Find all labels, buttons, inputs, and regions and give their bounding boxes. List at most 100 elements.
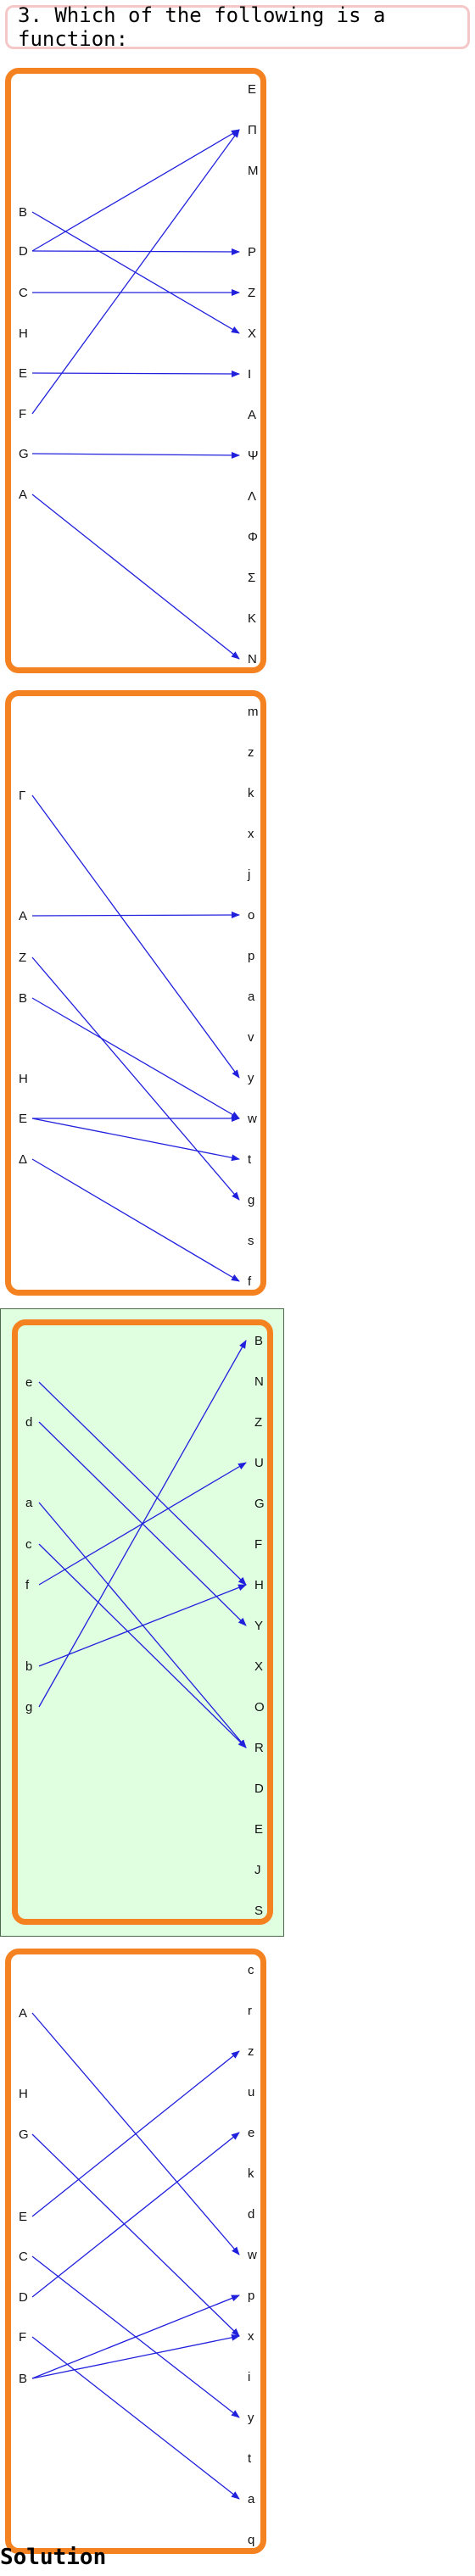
codomain-label: a — [248, 2492, 255, 2506]
codomain-label: O — [254, 1700, 265, 1715]
codomain-label: i — [248, 2370, 250, 2384]
mapping-arrow — [31, 2336, 240, 2500]
codomain-label: d — [248, 2207, 254, 2222]
codomain-label: t — [248, 2451, 252, 2466]
domain-label: E — [19, 2210, 27, 2224]
codomain-label: S — [254, 1904, 263, 1918]
domain-label: b — [25, 1659, 32, 1674]
codomain-label: e — [248, 2126, 254, 2140]
codomain-label: Ψ — [248, 449, 259, 463]
mapping-arrow — [31, 2294, 240, 2379]
question-text: 3. Which of the following is a function: — [18, 3, 386, 51]
codomain-label: t — [248, 1152, 252, 1167]
domain-label: C — [19, 286, 28, 300]
domain-label: d — [25, 1415, 32, 1430]
domain-label: g — [25, 1700, 32, 1715]
option-a-diagram: B D C H E F G A E Π M P Z X I A Ψ Λ Φ Σ K N — [19, 82, 259, 666]
codomain-label: k — [248, 2166, 254, 2181]
domain-label: H — [19, 326, 28, 341]
codomain-label: f — [248, 1274, 252, 1289]
codomain-label: s — [248, 1234, 254, 1248]
codomain-label: R — [254, 1741, 264, 1755]
domain-label: f — [25, 1578, 30, 1592]
domain-label: A — [19, 909, 27, 923]
domain-label: A — [19, 2006, 27, 2021]
domain-label: F — [19, 407, 26, 421]
domain-label: E — [19, 1112, 27, 1126]
mapping-arrow — [31, 2132, 240, 2298]
domain-label: B — [19, 2372, 27, 2386]
mapping-arrow — [31, 795, 240, 1079]
mapping-arrow — [31, 248, 240, 255]
codomain-label: N — [254, 1374, 264, 1389]
option-d-frame[interactable] — [5, 1949, 266, 2554]
codomain-label: U — [254, 1456, 264, 1470]
domain-label: G — [19, 2127, 29, 2142]
domain-label: A — [19, 488, 27, 502]
codomain-label: x — [248, 827, 254, 841]
codomain-label: D — [254, 1781, 264, 1796]
domain-label: H — [19, 1072, 28, 1086]
codomain-label: N — [248, 652, 257, 666]
domain-label: D — [19, 244, 28, 259]
option-c-diagram: e d a c f b g B N Z U G F H Y X O R D E J S — [25, 1334, 265, 1918]
mapping-arrow — [38, 1340, 247, 1708]
domain-label: F — [19, 2330, 26, 2345]
mapping-arrow — [31, 912, 240, 919]
codomain-label: M — [248, 164, 259, 178]
domain-label: C — [19, 2250, 28, 2264]
codomain-label: Σ — [248, 571, 255, 585]
domain-label: Γ — [19, 789, 25, 803]
domain-label: H — [19, 2087, 28, 2101]
codomain-label: Φ — [248, 530, 258, 544]
mapping-arrow — [38, 1381, 247, 1586]
option-a-frame[interactable] — [5, 68, 266, 673]
domain-label: D — [19, 2290, 28, 2305]
codomain-label: r — [248, 2004, 252, 2018]
codomain-label: v — [248, 1030, 254, 1045]
option-b-frame[interactable] — [5, 690, 266, 1296]
codomain-label: c — [248, 1963, 254, 1977]
mapping-arrow — [31, 2133, 240, 2337]
codomain-label: z — [248, 2044, 254, 2059]
codomain-label: F — [254, 1537, 262, 1552]
mapping-arrow — [31, 493, 240, 660]
mapping-arrow — [31, 129, 240, 252]
mapping-arrow — [31, 370, 240, 377]
codomain-label: p — [248, 2289, 254, 2303]
codomain-label: X — [248, 326, 256, 341]
codomain-label: k — [248, 786, 254, 800]
codomain-label: p — [248, 949, 254, 963]
domain-label: c — [25, 1537, 32, 1552]
codomain-label: q — [248, 2533, 254, 2547]
option-c-frame[interactable] — [12, 1319, 273, 1925]
codomain-label: B — [254, 1334, 263, 1348]
codomain-label: G — [254, 1497, 265, 1511]
domain-label: E — [19, 366, 27, 381]
codomain-label: X — [254, 1659, 263, 1674]
codomain-label: u — [248, 2085, 254, 2099]
domain-label: B — [19, 991, 27, 1006]
codomain-label: Λ — [248, 489, 256, 504]
codomain-label: a — [248, 990, 255, 1004]
codomain-label: o — [248, 908, 254, 923]
codomain-label: K — [248, 611, 256, 626]
codomain-label: E — [248, 82, 256, 97]
codomain-label: Π — [248, 123, 257, 137]
codomain-label: Z — [254, 1415, 262, 1430]
mapping-arrow — [31, 451, 240, 459]
codomain-label: y — [248, 1071, 254, 1085]
domain-label: G — [19, 447, 29, 461]
mapping-arrow — [31, 956, 240, 1201]
codomain-label: H — [254, 1578, 264, 1592]
mapping-arrow — [31, 2333, 240, 2379]
mapping-arrow — [38, 1584, 247, 1667]
codomain-label: E — [254, 1822, 263, 1837]
mapping-arrow — [31, 1158, 240, 1282]
mapping-arrow — [38, 1543, 247, 1748]
option-d-diagram: A H G E C D F Bc r z u e k d w p x i y t a q — [19, 1963, 257, 2547]
mapping-arrow — [31, 2050, 240, 2217]
question-prompt: 3. Which of the following is a function: — [5, 3, 470, 51]
domain-label: e — [25, 1375, 32, 1390]
domain-label: B — [19, 205, 27, 220]
